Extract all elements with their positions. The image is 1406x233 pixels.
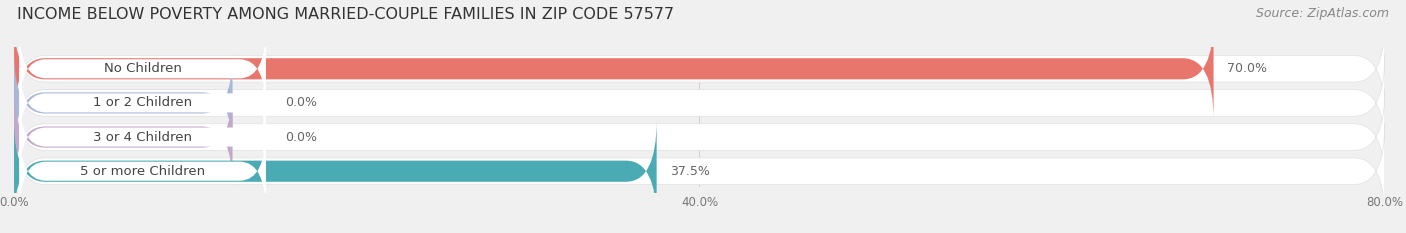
Text: 37.5%: 37.5% [671,165,710,178]
FancyBboxPatch shape [20,60,266,146]
FancyBboxPatch shape [20,26,266,112]
FancyBboxPatch shape [20,94,266,180]
FancyBboxPatch shape [14,55,1385,151]
Text: 0.0%: 0.0% [285,130,316,144]
Text: Source: ZipAtlas.com: Source: ZipAtlas.com [1256,7,1389,20]
FancyBboxPatch shape [14,52,232,154]
Text: No Children: No Children [104,62,181,75]
FancyBboxPatch shape [14,86,232,188]
FancyBboxPatch shape [14,89,1385,185]
Text: 5 or more Children: 5 or more Children [80,165,205,178]
FancyBboxPatch shape [14,123,1385,219]
Text: 3 or 4 Children: 3 or 4 Children [93,130,193,144]
FancyBboxPatch shape [20,128,266,214]
Text: INCOME BELOW POVERTY AMONG MARRIED-COUPLE FAMILIES IN ZIP CODE 57577: INCOME BELOW POVERTY AMONG MARRIED-COUPL… [17,7,673,22]
FancyBboxPatch shape [14,18,1213,120]
FancyBboxPatch shape [14,21,1385,117]
FancyBboxPatch shape [14,120,657,222]
Text: 70.0%: 70.0% [1227,62,1267,75]
Text: 0.0%: 0.0% [285,96,316,110]
Text: 1 or 2 Children: 1 or 2 Children [93,96,193,110]
